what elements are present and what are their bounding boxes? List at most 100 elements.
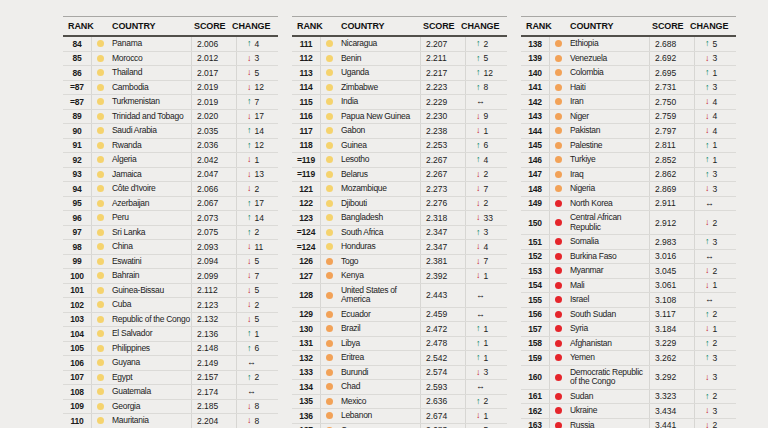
up-arrow-icon: ↑	[476, 54, 481, 63]
score-value: 2.695	[649, 66, 694, 80]
country-name: Belarus	[337, 168, 420, 182]
change-value: 1	[484, 271, 489, 281]
steady-arrow-icon: ↔	[476, 291, 485, 300]
up-arrow-icon: ↑	[476, 397, 481, 406]
country-name: Ethiopia	[566, 37, 649, 51]
score-value: 2.042	[191, 153, 236, 167]
change-cell: ↑12	[465, 66, 507, 80]
change-cell: ↓8	[236, 414, 278, 428]
rank-value: 123	[292, 213, 320, 223]
table-row: 128United States of America2.443↔	[292, 284, 507, 308]
up-arrow-icon: ↑	[705, 68, 710, 77]
country-name: Bahrain	[108, 269, 191, 283]
table-row: 147Iraq2.862↑3	[521, 168, 736, 183]
rank-value: 146	[521, 155, 549, 165]
score-band-cell	[549, 366, 566, 389]
score-band-dot-icon	[326, 171, 333, 178]
score-band-dot-icon	[97, 359, 104, 366]
change-value: 1	[713, 68, 718, 78]
rank-value: 86	[63, 68, 91, 78]
score-band-cell	[549, 279, 566, 293]
country-name: South Africa	[337, 226, 420, 240]
country-name: Afghanistan	[566, 337, 649, 351]
table-row: 153Myanmar3.045↓2	[521, 264, 736, 279]
score-band-cell	[91, 95, 108, 109]
change-cell: ↑1	[694, 153, 736, 167]
change-cell: ↓4	[694, 95, 736, 109]
up-arrow-icon: ↑	[247, 126, 252, 135]
rank-value: 121	[292, 184, 320, 194]
score-header: SCORE	[191, 21, 236, 31]
country-name: Egypt	[108, 371, 191, 385]
down-arrow-icon: ↓	[705, 281, 710, 290]
change-value: 3	[484, 227, 489, 237]
score-band-cell	[549, 66, 566, 80]
score-value: 2.112	[191, 284, 236, 298]
table-row: 162Ukraine3.434↓3	[521, 404, 736, 419]
ranking-table-column-1: RANK COUNTRY SCORE CHANGE 84Panama2.006↑…	[63, 16, 278, 428]
country-name: Turkmenistan	[108, 95, 191, 109]
score-band-cell	[91, 182, 108, 196]
country-name: Zimbabwe	[337, 81, 420, 95]
change-cell: ↑8	[465, 81, 507, 95]
steady-arrow-icon: ↔	[247, 358, 256, 367]
score-header: SCORE	[420, 21, 465, 31]
table-row: 134Chad2.593↔	[292, 380, 507, 395]
score-value: 2.123	[191, 298, 236, 312]
country-name: Central African Republic	[566, 211, 649, 234]
rank-value: 142	[521, 97, 549, 107]
change-cell: ↑5	[694, 37, 736, 51]
steady-arrow-icon: ↔	[705, 199, 714, 208]
score-band-dot-icon	[555, 113, 562, 120]
change-cell: ↑2	[694, 337, 736, 351]
score-band-dot-icon	[326, 113, 333, 120]
score-band-cell	[549, 322, 566, 336]
ranking-table-column-3: RANK COUNTRY SCORE CHANGE 138Ethiopia2.6…	[521, 16, 736, 428]
score-band-dot-icon	[97, 127, 104, 134]
score-band-dot-icon	[97, 287, 104, 294]
up-arrow-icon: ↑	[476, 353, 481, 362]
score-value: 2.273	[420, 182, 465, 196]
score-band-cell	[549, 95, 566, 109]
country-name: Democratic Republic of the Congo	[566, 366, 649, 389]
score-band-dot-icon	[97, 316, 104, 323]
score-value: 2.020	[191, 110, 236, 124]
score-band-dot-icon	[97, 55, 104, 62]
up-arrow-icon: ↑	[705, 39, 710, 48]
score-band-dot-icon	[97, 417, 104, 424]
down-arrow-icon: ↓	[705, 266, 710, 275]
change-value: 1	[484, 353, 489, 363]
score-band-cell	[91, 284, 108, 298]
up-arrow-icon: ↑	[247, 344, 252, 353]
country-name: Cameroon	[337, 424, 420, 428]
score-band-cell	[549, 235, 566, 249]
up-arrow-icon: ↑	[247, 141, 252, 150]
table-row: 123Bangladesh2.318↓33	[292, 211, 507, 226]
rank-value: 115	[292, 97, 320, 107]
score-band-dot-icon	[97, 301, 104, 308]
rank-value: 112	[292, 53, 320, 63]
down-arrow-icon: ↓	[705, 97, 710, 106]
country-name: Lebanon	[337, 409, 420, 423]
score-band-cell	[549, 52, 566, 66]
change-value: 1	[484, 411, 489, 421]
change-value: 33	[484, 213, 493, 223]
change-value: 5	[255, 68, 260, 78]
score-band-cell	[91, 298, 108, 312]
down-arrow-icon: ↓	[247, 315, 252, 324]
change-cell: ↑3	[694, 351, 736, 365]
score-band-dot-icon	[555, 40, 562, 47]
score-band-cell	[91, 139, 108, 153]
country-name: Nicaragua	[337, 37, 420, 51]
score-band-dot-icon	[97, 98, 104, 105]
down-arrow-icon: ↓	[705, 218, 710, 227]
score-band-cell	[91, 110, 108, 124]
rank-value: 138	[521, 39, 549, 49]
country-name: Colombia	[566, 66, 649, 80]
score-band-cell	[549, 250, 566, 264]
change-cell: ↔	[465, 308, 507, 322]
score-value: 2.211	[420, 52, 465, 66]
change-value: 3	[484, 367, 489, 377]
table-header: RANK COUNTRY SCORE CHANGE	[292, 16, 507, 37]
country-name: South Sudan	[566, 308, 649, 322]
